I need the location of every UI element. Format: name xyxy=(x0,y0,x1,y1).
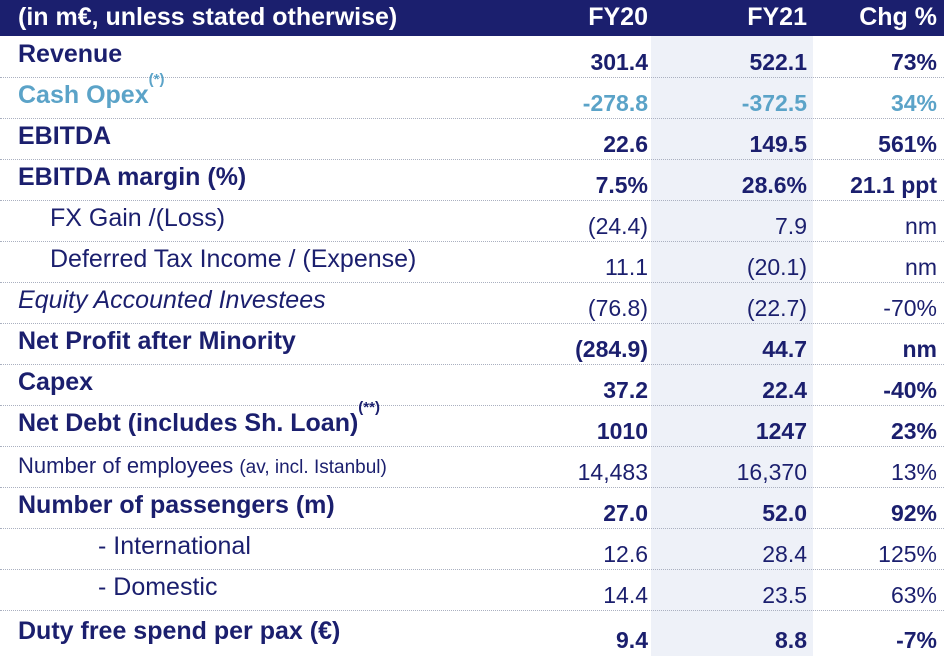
row-label: Number of employees xyxy=(18,453,234,478)
cell-chg: 13% xyxy=(890,459,937,485)
row-label-wrap: Net Debt (includes Sh. Loan) (**) xyxy=(18,399,380,438)
cell-fy21: (20.1) xyxy=(746,254,807,280)
table-header: (in m€, unless stated otherwise) FY20 FY… xyxy=(0,0,944,36)
cell-fy21: 8.8 xyxy=(775,627,807,653)
cell-fy20: 37.2 xyxy=(603,377,648,403)
table-row-equity-investees: Equity Accounted Investees (76.8) (22.7)… xyxy=(0,282,944,324)
cell-fy20: 1010 xyxy=(596,418,648,444)
row-label: Net Debt (includes Sh. Loan) xyxy=(18,409,359,437)
cell-fy20: 14.4 xyxy=(603,582,648,608)
cell-chg: -70% xyxy=(883,295,937,321)
table-row-revenue: Revenue 301.4 522.1 73% xyxy=(0,36,944,78)
cell-fy21: 44.7 xyxy=(762,336,807,362)
cell-fy21: 52.0 xyxy=(762,500,807,526)
cell-fy20: 7.5% xyxy=(595,172,648,198)
row-label: - Domestic xyxy=(98,573,218,601)
cell-fy20: 11.1 xyxy=(604,254,648,280)
footnote-marker: (*) xyxy=(148,71,165,88)
cell-fy20: -278.8 xyxy=(582,90,648,116)
cell-fy20: (24.4) xyxy=(587,213,648,239)
cell-chg: -7% xyxy=(896,627,937,653)
table-row-fx-gain: FX Gain /(Loss) (24.4) 7.9 nm xyxy=(0,200,944,242)
row-label: Duty free spend per pax (€) xyxy=(18,617,341,645)
row-label: Net Profit after Minority xyxy=(18,327,296,355)
cell-fy21: 28.6% xyxy=(741,172,807,198)
row-label: Equity Accounted Investees xyxy=(18,286,326,314)
cell-chg: nm xyxy=(905,213,937,239)
table-row-net-debt: Net Debt (includes Sh. Loan) (**) 1010 12… xyxy=(0,399,944,447)
cell-fy21: 22.4 xyxy=(762,377,807,403)
cell-chg: -40% xyxy=(883,377,937,403)
table-row-ebitda-margin: EBITDA margin (%) 7.5% 28.6% 21.1 ppt xyxy=(0,159,944,201)
row-label: FX Gain /(Loss) xyxy=(50,204,226,232)
row-label: Cash Opex xyxy=(18,81,149,109)
cell-chg: 92% xyxy=(890,500,937,526)
cell-fy21: 23.5 xyxy=(762,582,807,608)
row-label: - International xyxy=(98,532,251,560)
cell-chg: nm xyxy=(902,336,938,362)
cell-fy20: (76.8) xyxy=(587,295,648,321)
cell-fy20: (284.9) xyxy=(575,336,648,362)
cell-fy21: 7.9 xyxy=(775,213,807,239)
table-row-duty-free: Duty free spend per pax (€) 9.4 8.8 -7% xyxy=(0,610,944,656)
row-label: EBITDA margin (%) xyxy=(18,163,247,191)
cell-fy21: -372.5 xyxy=(741,90,807,116)
row-label: Revenue xyxy=(18,40,123,68)
fy21-column-shading xyxy=(651,36,813,656)
table-row-employees: Number of employees (av, incl. Istanbul)… xyxy=(0,446,944,488)
cell-chg: 125% xyxy=(878,541,937,567)
cell-fy20: 12.6 xyxy=(603,541,648,567)
header-fy20: FY20 xyxy=(588,3,648,31)
row-label: EBITDA xyxy=(18,122,112,150)
cell-fy21: 28.4 xyxy=(762,541,807,567)
table-row-capex: Capex 37.2 22.4 -40% xyxy=(0,364,944,406)
cell-chg: 23% xyxy=(890,418,937,444)
header-units-label: (in m€, unless stated otherwise) xyxy=(18,3,398,31)
cell-chg: 73% xyxy=(890,49,937,75)
row-label: Deferred Tax Income / (Expense) xyxy=(50,245,417,273)
header-fy21: FY21 xyxy=(747,3,807,31)
table-row-passengers: Number of passengers (m) 27.0 52.0 92% xyxy=(0,487,944,529)
cell-fy20: 27.0 xyxy=(603,500,648,526)
footnote-marker: (**) xyxy=(358,399,380,416)
cell-fy21: 149.5 xyxy=(749,131,807,157)
table-row-net-profit: Net Profit after Minority (284.9) 44.7 n… xyxy=(0,323,944,365)
row-label: Capex xyxy=(18,368,94,396)
table-row-ebitda: EBITDA 22.6 149.5 561% xyxy=(0,118,944,160)
cell-chg: 561% xyxy=(878,131,937,157)
cell-chg: nm xyxy=(905,254,937,280)
row-label-suffix: (av, incl. Istanbul) xyxy=(239,457,387,478)
cell-chg: 63% xyxy=(890,582,937,608)
row-label-wrap: Number of employees (av, incl. Istanbul) xyxy=(18,453,387,479)
header-chg: Chg % xyxy=(859,3,937,31)
cell-chg: 34% xyxy=(890,90,937,116)
table-row-international: - International 12.6 28.4 125% xyxy=(0,528,944,570)
cell-fy20: 301.4 xyxy=(590,49,648,75)
cell-fy21: 16,370 xyxy=(736,459,807,485)
cell-chg: 21.1 ppt xyxy=(850,172,937,198)
row-label: Number of passengers (m) xyxy=(18,491,335,519)
table-row-deferred-tax: Deferred Tax Income / (Expense) 11.1 (20… xyxy=(0,241,944,283)
cell-fy21: (22.7) xyxy=(746,295,807,321)
table-row-cash-opex: Cash Opex (*) -278.8 -372.5 34% xyxy=(0,71,944,119)
table-row-domestic: - Domestic 14.4 23.5 63% xyxy=(0,569,944,611)
cell-fy20: 9.4 xyxy=(616,627,648,653)
row-label-wrap: Cash Opex (*) xyxy=(18,71,164,110)
cell-fy21: 1247 xyxy=(755,418,807,444)
cell-fy20: 22.6 xyxy=(603,131,648,157)
cell-fy20: 14,483 xyxy=(577,459,648,485)
cell-fy21: 522.1 xyxy=(749,49,807,75)
